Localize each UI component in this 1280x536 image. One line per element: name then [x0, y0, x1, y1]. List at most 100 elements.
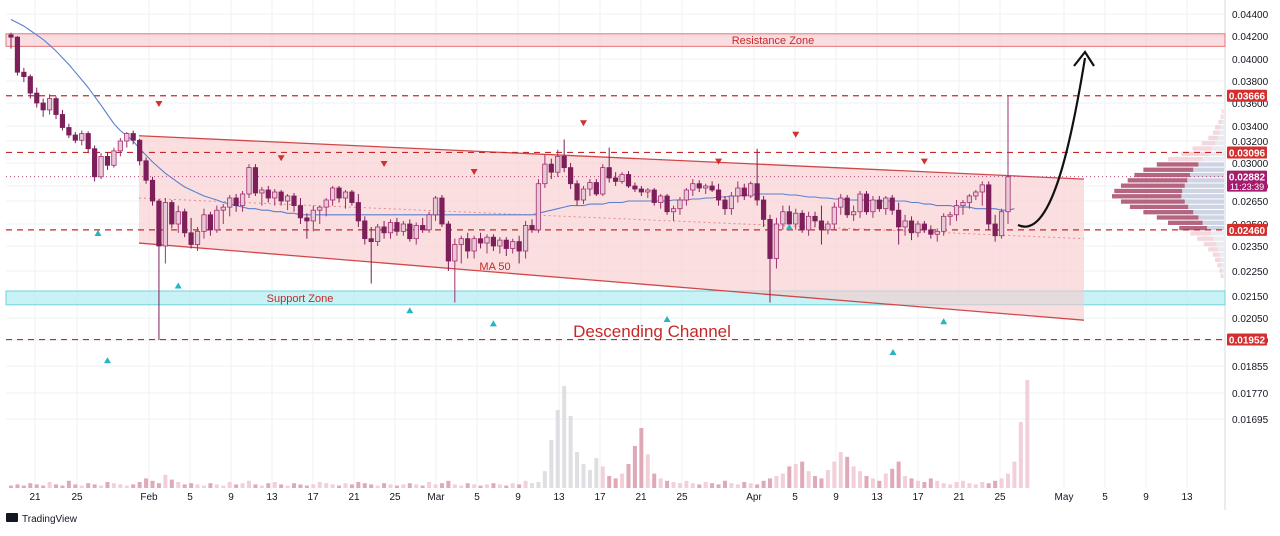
volume-bar [864, 476, 869, 488]
candle-body [297, 205, 304, 219]
candle-body [79, 133, 85, 141]
volume-bar [144, 478, 149, 488]
candle-body [516, 241, 522, 252]
volume-bar [620, 473, 625, 488]
candle-body [400, 223, 406, 232]
profile-bar-buy [1206, 225, 1224, 231]
candle-body [831, 206, 837, 225]
profile-bar-buy [1222, 268, 1224, 273]
volume-bar [375, 485, 380, 488]
x-tick-label: 25 [676, 492, 688, 503]
profile-bar-sell [1212, 252, 1220, 257]
candle-body [748, 183, 754, 197]
candle-body [690, 183, 696, 191]
volume-bar [806, 471, 811, 488]
candle-body [818, 220, 825, 231]
profile-bar-sell [1203, 241, 1217, 247]
volume-bar [330, 484, 335, 488]
x-tick-label: 21 [348, 492, 360, 503]
volume-bar [671, 482, 676, 488]
x-tick-label: Feb [140, 492, 158, 503]
volume-bar [47, 482, 52, 488]
volume-bar [34, 484, 39, 488]
candle-body [735, 187, 741, 197]
candle-body [214, 209, 220, 231]
candle-body [780, 211, 786, 225]
candle-body [252, 167, 259, 194]
ma50-label: MA 50 [479, 261, 510, 273]
volume-bar [639, 428, 644, 488]
candle-body [728, 195, 735, 210]
volume-bar [227, 482, 232, 488]
y-tick-label: 0.04000 [1232, 55, 1269, 66]
candle-body [207, 214, 213, 231]
candle-body [696, 183, 702, 189]
profile-bar-sell [1143, 167, 1194, 172]
volume-bar [1018, 422, 1023, 488]
volume-bar [587, 470, 592, 488]
profile-bar-buy [1218, 135, 1224, 141]
x-tick-label: May [1055, 492, 1074, 503]
volume-bar [21, 485, 26, 488]
x-tick-label: 13 [871, 492, 883, 503]
volume-bar [433, 484, 438, 488]
volume-bar [716, 484, 721, 488]
candle-body [284, 195, 291, 202]
candle-body [863, 193, 870, 213]
volume-bar [124, 485, 129, 488]
candle-body [130, 133, 136, 141]
x-tick-label: 13 [553, 492, 565, 503]
volume-bar [677, 483, 682, 488]
signal-arrow-up [663, 316, 671, 322]
profile-bar-buy [1211, 231, 1224, 236]
candle-body [162, 202, 168, 247]
profile-bar-sell [1201, 141, 1216, 146]
y-tick-label: 0.02350 [1232, 242, 1269, 253]
candle-body [304, 217, 310, 222]
price-badge-bg [1227, 146, 1267, 159]
tradingview-watermark[interactable]: TradingView [6, 513, 78, 525]
x-tick-label: 17 [594, 492, 606, 503]
candle-body [85, 133, 91, 150]
volume-bar [272, 482, 277, 488]
x-tick-label: Mar [427, 492, 445, 503]
candle-body [40, 102, 46, 111]
candles [8, 32, 1011, 340]
volume-bar [774, 476, 779, 488]
candle-body [175, 211, 181, 225]
x-tick-label: 9 [515, 492, 521, 503]
y-tick-label: 0.02250 [1232, 267, 1269, 278]
volume-bar [1012, 461, 1017, 488]
candle-body [156, 200, 162, 247]
volume-bar [253, 484, 258, 488]
y-axis[interactable]: 0.04400 0.04200 0.04000 0.03800 0.03600 0.034… [1232, 10, 1269, 426]
candle-body [111, 150, 117, 166]
candle-body [137, 139, 143, 162]
profile-bar-buy [1215, 141, 1224, 146]
volume-bar [266, 483, 271, 488]
candle-body [934, 230, 940, 235]
volume-bar [600, 466, 605, 488]
channel-label: Descending Channel [573, 322, 731, 341]
x-axis[interactable]: 21 25 Feb 5 9 13 17 21 25 Mar 5 9 13 17 21 25 Apr 5 9 13 17 2… [29, 492, 1193, 503]
x-tick-label: 17 [912, 492, 924, 503]
profile-bar-sell [1168, 156, 1203, 162]
y-tick-label: 0.03200 [1232, 137, 1269, 148]
volume-bar [208, 483, 213, 488]
volume-bar [452, 484, 457, 488]
volume-bar [446, 480, 451, 488]
candle-body [342, 191, 349, 199]
candle-body [201, 214, 207, 232]
x-tick-label: 21 [29, 492, 41, 503]
candle-body [323, 199, 329, 208]
current-price-badge [1227, 170, 1267, 192]
candle-body [188, 232, 194, 245]
profile-bar-sell [1192, 146, 1213, 151]
candle-body [124, 133, 130, 142]
y-tick-label: 0.02650 [1232, 197, 1269, 208]
candle-body [265, 189, 271, 199]
candle-body [432, 197, 439, 216]
candle-body [420, 225, 426, 231]
profile-bar-sell [1220, 273, 1223, 278]
